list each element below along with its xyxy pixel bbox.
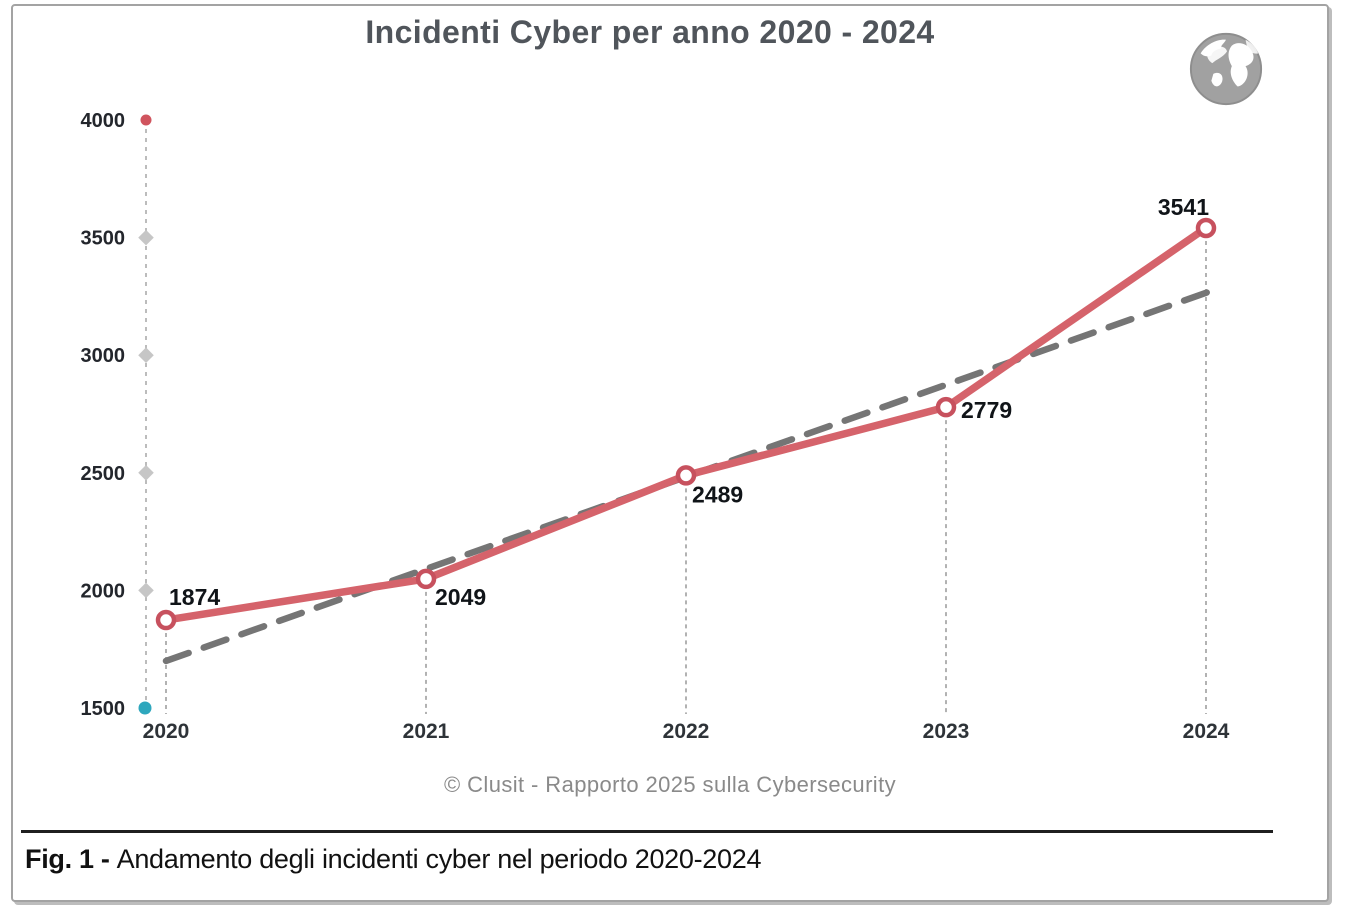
x-tick-label: 2023 xyxy=(923,720,970,743)
y-tick-diamond xyxy=(138,465,154,481)
y-tick-label: 2500 xyxy=(81,463,126,485)
y-tick-label: 2000 xyxy=(81,580,126,602)
data-label: 1874 xyxy=(169,584,220,610)
y-tick-label: 4000 xyxy=(81,110,126,132)
line-chart: 1500 2000 2500 3000 3500 4000 1874 2049 2489 2779… xyxy=(81,110,1230,743)
data-point-marker xyxy=(415,568,437,590)
x-tick-label: 2022 xyxy=(663,720,710,743)
data-label: 3541 xyxy=(1158,194,1209,220)
x-tick-label: 2024 xyxy=(1183,720,1230,743)
y-tick-label: 3000 xyxy=(81,345,126,367)
figure-caption: Fig. 1 - Andamento degli incidenti cyber … xyxy=(25,844,761,875)
data-point-marker xyxy=(935,396,957,418)
y-tick-label: 1500 xyxy=(81,698,126,720)
axis-bottom-dot xyxy=(138,701,152,715)
y-tick-diamond xyxy=(138,229,154,246)
y-tick-diamond xyxy=(138,582,154,599)
x-tick-label: 2020 xyxy=(143,720,190,743)
y-tick-diamond xyxy=(138,347,154,363)
data-label: 2489 xyxy=(692,481,743,507)
figure-frame: Incidenti Cyber per anno 2020 - 2024 150… xyxy=(11,4,1329,902)
axis-top-dot xyxy=(140,114,152,126)
y-tick-label: 3500 xyxy=(81,228,126,250)
data-label: 2049 xyxy=(435,584,486,610)
x-tick-label: 2021 xyxy=(403,720,450,743)
caption-divider xyxy=(21,830,1273,833)
chart-title: Incidenti Cyber per anno 2020 - 2024 xyxy=(365,14,935,50)
data-point-marker xyxy=(1195,217,1217,239)
figure-caption-label: Fig. 1 - xyxy=(25,844,110,874)
source-caption: © Clusit - Rapporto 2025 sulla Cybersecu… xyxy=(444,772,896,797)
globe-icon xyxy=(1189,32,1263,106)
figure-caption-text: Andamento degli incidenti cyber nel peri… xyxy=(116,844,762,874)
data-point-marker xyxy=(675,465,697,486)
data-point-marker xyxy=(155,609,177,631)
data-label: 2779 xyxy=(961,397,1012,423)
